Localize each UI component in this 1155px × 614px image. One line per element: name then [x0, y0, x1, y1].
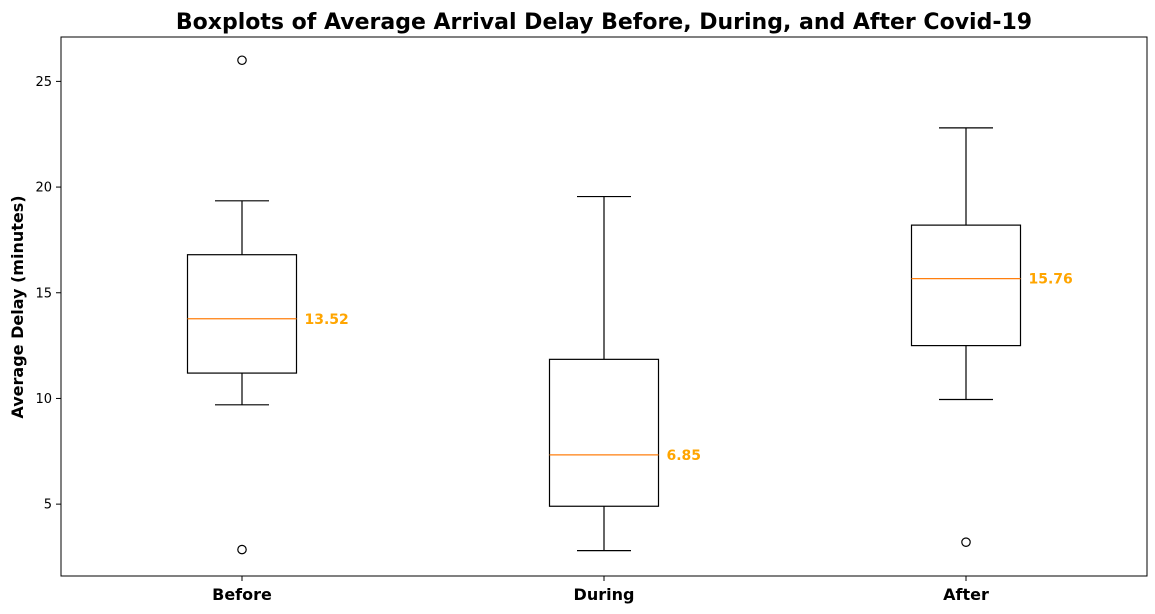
plot-area: 5 10 15 20 25 Before During After 13.52 6.85 15.76 — [35, 36, 1148, 604]
y-tick-label: 25 — [35, 75, 52, 90]
median-label-during: 6.85 — [667, 448, 702, 464]
x-tick-label: After — [943, 585, 989, 604]
box-during — [548, 358, 660, 507]
x-tick-label: During — [574, 585, 635, 604]
outlier-before — [237, 55, 247, 66]
x-tick-label: Before — [212, 585, 272, 604]
y-tick-label: 20 — [35, 181, 52, 196]
box-after — [910, 224, 1022, 347]
median-label-after: 15.76 — [1029, 272, 1073, 288]
y-tick-label: 15 — [35, 286, 52, 301]
outlier-after — [961, 537, 971, 547]
median-label-before: 13.52 — [305, 312, 349, 328]
box-before — [186, 254, 298, 374]
y-axis-label: Average Delay (minutes) — [8, 195, 27, 418]
outlier-before — [237, 544, 247, 555]
y-tick-label: 5 — [44, 498, 52, 513]
y-tick-label: 10 — [35, 392, 52, 407]
chart-title: Boxplots of Average Arrival Delay Before… — [176, 10, 1032, 35]
